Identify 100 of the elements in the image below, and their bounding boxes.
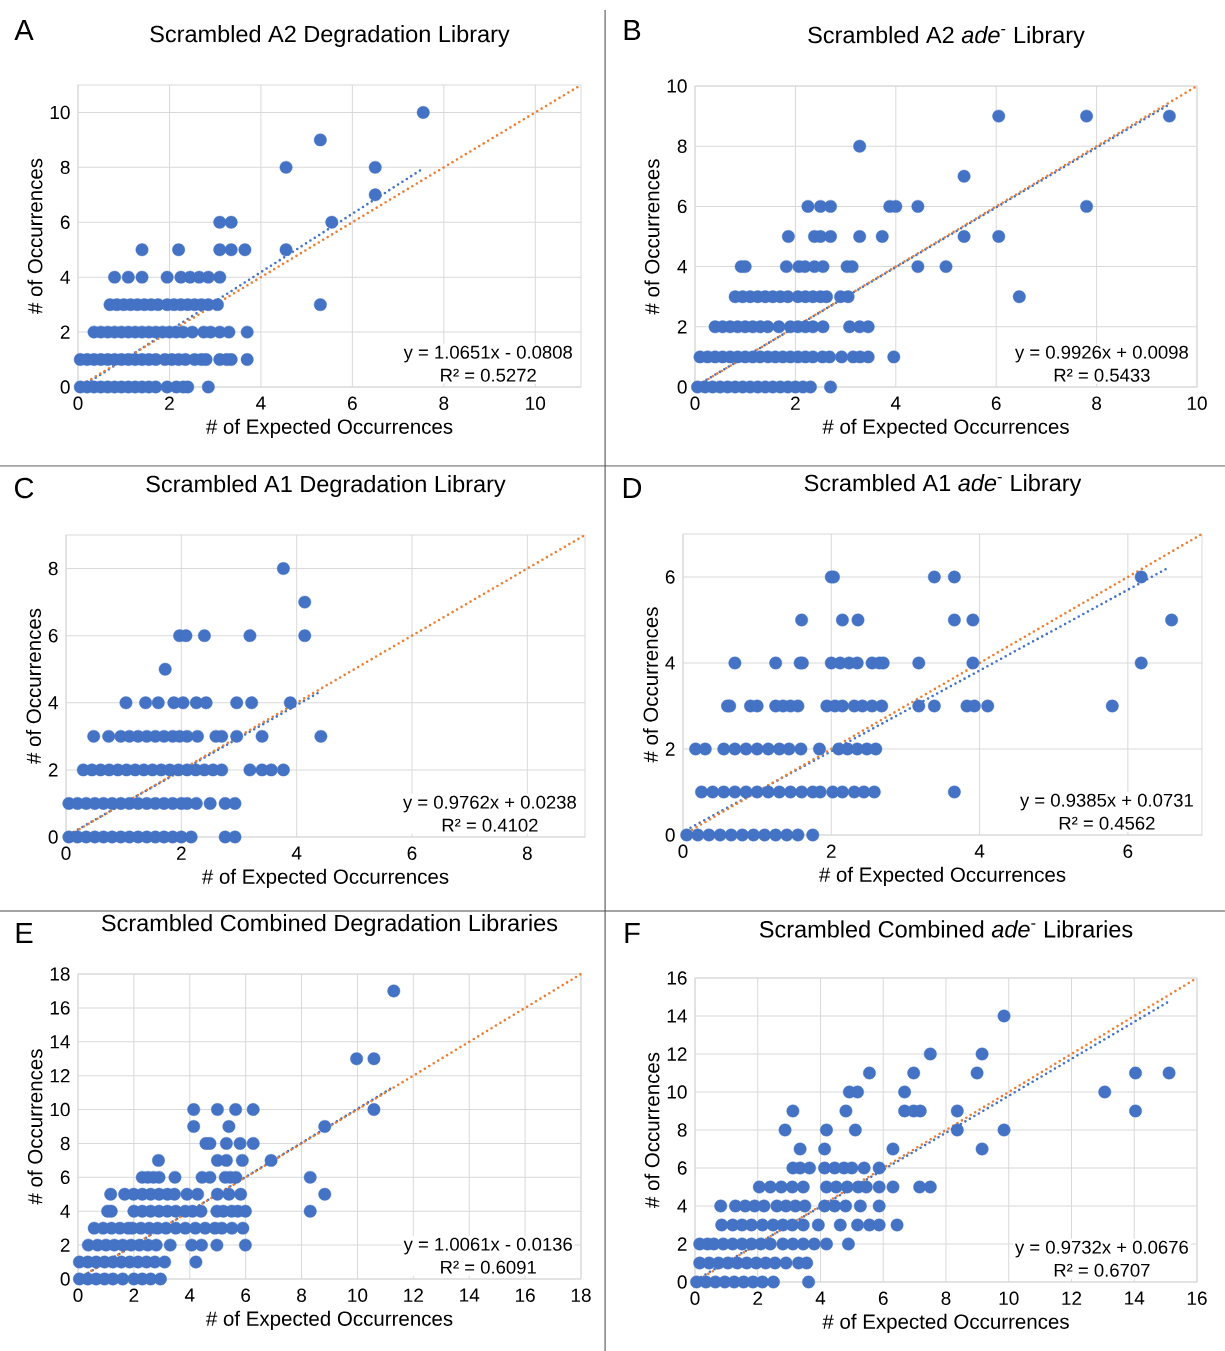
y-tick-label: 2: [60, 325, 70, 339]
annotation: R² = 0.6091: [441, 1260, 536, 1274]
x-tick-label: 2: [177, 846, 186, 860]
x-tick-label: 6: [348, 396, 357, 410]
annotation: y = 0.9732x + 0.0676: [1015, 1240, 1188, 1258]
x-tick-label: 6: [991, 396, 1001, 410]
x-tick-label: 16: [1187, 1291, 1207, 1305]
y-tick-label: 4: [665, 656, 675, 670]
x-axis-title: # of Expected Occurrences: [818, 866, 1066, 886]
y-tick-label: 10: [50, 105, 70, 120]
y-axis-title: # of Occurrences: [644, 159, 660, 315]
x-tick-label: 2: [826, 844, 836, 858]
y-tick-label: 8: [677, 139, 687, 153]
x-tick-label: 2: [791, 396, 800, 410]
x-tick-label: 2: [165, 396, 174, 410]
text: C: [15, 477, 34, 499]
x-tick-label: 0: [73, 1288, 83, 1302]
x-axis-title: # of Expected Occurrences: [205, 418, 453, 438]
x-tick-label: 10: [526, 396, 546, 410]
text: E: [16, 923, 33, 943]
text: A: [14, 20, 34, 40]
y-tick-label: 6: [677, 199, 687, 214]
y-axis-title: # of Occurrences: [27, 1049, 43, 1205]
x-axis-title: # of Expected Occurrences: [205, 1310, 453, 1330]
y-tick-label: 2: [60, 1238, 70, 1252]
x-tick-label: 4: [256, 396, 266, 410]
x-tick-label: 4: [291, 846, 302, 860]
y-tick-label: 4: [48, 696, 58, 710]
x-tick-label: 4: [815, 1291, 826, 1305]
y-tick-label: 6: [48, 628, 58, 643]
y-tick-label: 14: [50, 1035, 70, 1049]
annotation: R² = 0.5433: [1054, 368, 1150, 382]
x-tick-label: 10: [999, 1291, 1019, 1305]
annotation: y = 1.0651x - 0.0808: [403, 345, 572, 363]
x-tick-label: 0: [690, 396, 700, 410]
chart-title: Scrambled A2 Degradation Library: [150, 25, 510, 47]
y-tick-label: 6: [60, 1170, 70, 1185]
chart-title: Scrambled A1 Degradation Library: [146, 475, 506, 497]
y-tick-label: 8: [677, 1123, 687, 1137]
chart-title: Scrambled A2 ade$^{-}$ Library: [808, 26, 1085, 48]
y-tick-label: 16: [50, 1001, 70, 1015]
y-tick-label: 6: [677, 1161, 687, 1175]
x-tick-label: 6: [241, 1288, 251, 1302]
x-tick-label: 8: [522, 846, 532, 860]
chart-title: Scrambled Combined Degradation Libraries: [101, 914, 558, 936]
y-tick-label: 2: [677, 320, 687, 334]
x-tick-label: 14: [460, 1288, 480, 1302]
x-tick-label: 14: [1125, 1291, 1145, 1305]
y-tick-label: 10: [667, 79, 687, 93]
annotation: R² = 0.4562: [1059, 816, 1155, 830]
chart-title: Scrambled Combined ade$^{-}$ Libraries: [759, 920, 1133, 938]
x-tick-label: 2: [753, 1291, 763, 1305]
x-axis-title: # of Expected Occurrences: [822, 1313, 1069, 1333]
x-tick-label: 16: [515, 1288, 535, 1302]
annotation: y = 0.9385x + 0.0731: [1020, 793, 1193, 811]
y-tick-label: 0: [60, 1272, 70, 1286]
y-tick-label: 14: [667, 1009, 687, 1023]
y-tick-label: 4: [677, 1199, 687, 1213]
x-tick-label: 4: [184, 1288, 195, 1302]
chart-title: Scrambled A1 ade$^{-}$ Library: [804, 474, 1082, 496]
x-axis-title: # of Expected Occurrences: [822, 418, 1069, 438]
text: D: [623, 478, 642, 498]
x-tick-label: 8: [439, 396, 449, 410]
x-tick-label: 6: [407, 846, 417, 860]
x-tick-label: 0: [690, 1291, 700, 1305]
y-tick-label: 2: [665, 742, 675, 756]
x-tick-label: 4: [890, 396, 901, 410]
x-tick-label: 12: [1062, 1291, 1082, 1305]
y-tick-label: 10: [667, 1085, 687, 1099]
y-tick-label: 0: [48, 830, 58, 844]
y-axis-title: # of Occurrences: [26, 608, 42, 764]
y-tick-label: 2: [48, 763, 58, 777]
y-axis-title: # of Occurrences: [644, 1052, 660, 1208]
x-tick-label: 12: [404, 1288, 423, 1302]
x-tick-label: 8: [941, 1291, 951, 1305]
y-tick-label: 0: [60, 380, 70, 394]
y-axis-title: # of Occurrences: [643, 607, 659, 763]
y-tick-label: 16: [667, 971, 687, 985]
x-tick-label: 6: [1123, 844, 1133, 858]
y-tick-label: 4: [677, 260, 687, 274]
x-tick-label: 0: [73, 396, 83, 410]
annotation: y = 1.0061x - 0.0136: [403, 1237, 572, 1255]
y-tick-label: 18: [50, 967, 70, 981]
y-axis-title: # of Occurrences: [27, 158, 43, 314]
annotation: R² = 0.6707: [1054, 1263, 1150, 1277]
y-tick-label: 12: [667, 1047, 687, 1061]
y-tick-label: 6: [60, 215, 70, 229]
annotation: R² = 0.4102: [442, 818, 538, 832]
y-tick-label: 0: [677, 380, 687, 394]
y-tick-label: 8: [60, 160, 70, 175]
y-tick-label: 8: [48, 561, 58, 576]
y-tick-label: 4: [60, 270, 70, 284]
y-tick-label: 2: [677, 1237, 687, 1251]
y-tick-label: 4: [60, 1204, 70, 1218]
x-tick-label: 18: [571, 1288, 591, 1302]
annotation: y = 0.9926x + 0.0098: [1015, 345, 1188, 363]
x-tick-label: 8: [1092, 396, 1102, 410]
annotation: y = 0.9762x + 0.0238: [403, 795, 576, 813]
x-axis-title: # of Expected Occurrences: [201, 868, 449, 888]
x-tick-label: 2: [129, 1288, 139, 1302]
